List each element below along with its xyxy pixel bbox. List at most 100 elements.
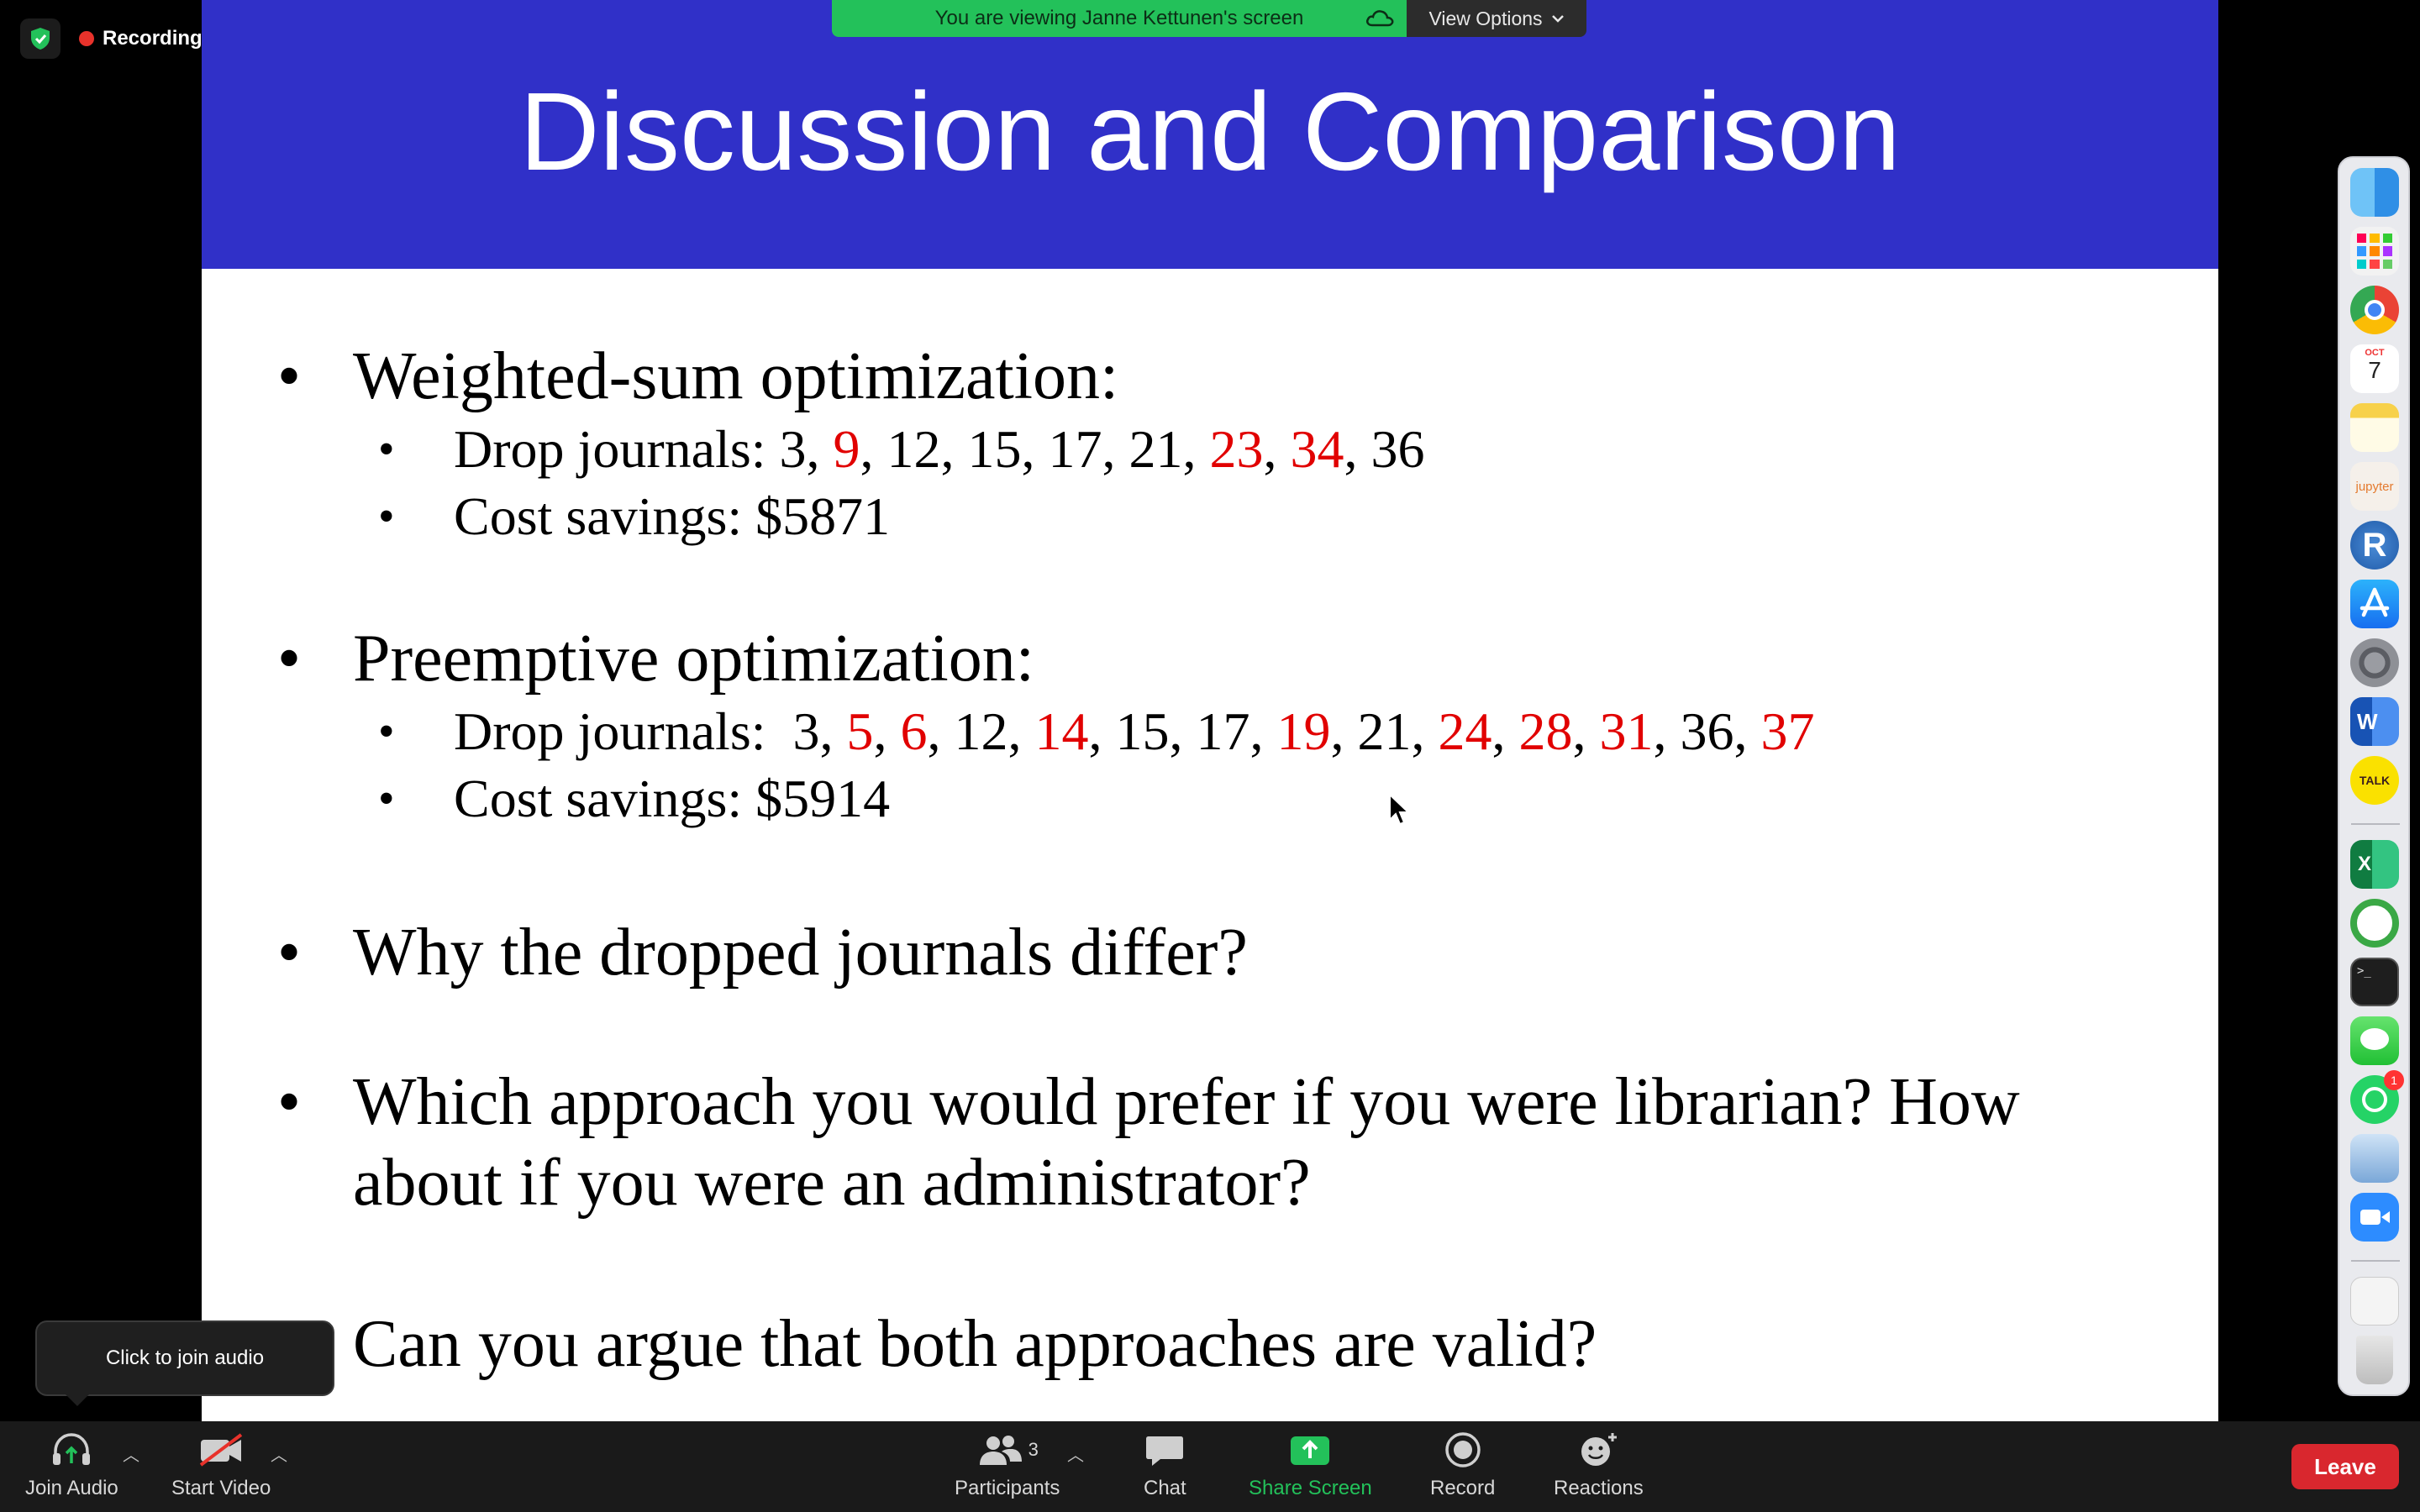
participants-count: 3: [1028, 1439, 1039, 1460]
recording-dot-icon: [79, 31, 94, 46]
join-audio-label: Join Audio: [25, 1477, 118, 1499]
journal-number: 3: [792, 701, 820, 761]
journal-number: 17: [1196, 701, 1250, 761]
journal-number: 31: [1599, 701, 1654, 761]
terminal-icon[interactable]: >_: [2350, 958, 2399, 1006]
journal-number: 19: [1276, 701, 1331, 761]
dock-separator: [2351, 823, 2400, 825]
recording-indicator: Recording: [79, 27, 203, 50]
join-audio-tooltip: Click to join audio: [35, 1320, 334, 1396]
calendar-day: 7: [2368, 357, 2381, 383]
notes-icon[interactable]: [2350, 403, 2399, 452]
kakaotalk-label: TALK: [2359, 774, 2391, 787]
r-icon[interactable]: R: [2350, 521, 2399, 570]
trash-icon[interactable]: [2356, 1336, 2393, 1384]
security-shield-icon[interactable]: [20, 18, 60, 59]
sub-bullet-cost-savings: • Cost savings: $5914: [378, 767, 891, 831]
journal-number: 34: [1290, 419, 1344, 479]
record-icon: [1444, 1432, 1481, 1467]
journal-number: 3: [779, 419, 807, 479]
journal-number: 36: [1680, 701, 1734, 761]
join-audio-button[interactable]: Join Audio: [25, 1431, 118, 1500]
bullet-question-differ: • Why the dropped journals differ?: [277, 912, 1248, 993]
chat-button[interactable]: Chat: [1144, 1431, 1186, 1500]
calendar-month: OCT: [2365, 348, 2385, 358]
sub-bullet-drop-journals: • Drop journals: 3, 9, 12, 15, 17, 21, 2…: [378, 417, 1425, 481]
bullet-icon: •: [277, 622, 302, 696]
bullet-question-prefer: • Which approach you would prefer if you…: [277, 1062, 2020, 1142]
video-off-icon: [199, 1433, 243, 1467]
tooltip-arrow: [66, 1394, 89, 1406]
journal-number: 36: [1370, 419, 1425, 479]
jupyter-icon[interactable]: jupyter: [2350, 462, 2399, 511]
whatsapp-icon[interactable]: 1: [2350, 1070, 2404, 1124]
calendar-icon[interactable]: OCT 7: [2350, 344, 2399, 393]
macos-dock: OCT 7 jupyter R W TALK X >_ 1: [2338, 156, 2410, 1396]
chat-bubble-icon: [1146, 1436, 1184, 1466]
cost-savings-text: Cost savings: $5871: [454, 486, 891, 546]
app-store-icon[interactable]: [2350, 580, 2399, 628]
screen-share-banner: You are viewing Janne Kettunen's screen …: [832, 0, 1586, 37]
share-screen-button[interactable]: Share Screen: [1249, 1431, 1372, 1500]
preview-icon[interactable]: [2350, 1134, 2399, 1183]
drop-journals-label: Drop journals:: [454, 419, 780, 479]
record-button[interactable]: Record: [1430, 1431, 1495, 1500]
audio-options-caret-icon[interactable]: ︿: [123, 1446, 139, 1465]
excel-label: X: [2358, 853, 2372, 875]
word-icon[interactable]: W: [2350, 697, 2399, 746]
excel-icon[interactable]: X: [2350, 840, 2399, 889]
chat-label: Chat: [1144, 1477, 1186, 1499]
journal-number: 23: [1209, 419, 1264, 479]
journal-number: 9: [833, 419, 860, 479]
record-label: Record: [1430, 1477, 1496, 1499]
messages-icon[interactable]: [2350, 1016, 2399, 1065]
start-video-button[interactable]: Start Video: [171, 1431, 271, 1500]
kakaotalk-icon[interactable]: TALK: [2350, 756, 2399, 805]
leave-label: Leave: [2314, 1453, 2376, 1479]
sub-bullet-drop-journals: • Drop journals: 3, 5, 6, 12, 14, 15, 17…: [378, 700, 1815, 764]
bullet-question-valid: • Can you argue that both approaches are…: [277, 1304, 1597, 1384]
cloud-icon: [1365, 10, 1394, 27]
journal-number: 24: [1438, 701, 1492, 761]
chrome-icon[interactable]: [2350, 286, 2399, 334]
chevron-down-icon: [1551, 15, 1564, 23]
view-options-label: View Options: [1428, 7, 1543, 29]
drop-journals-label: Drop journals:: [454, 701, 793, 761]
reactions-button[interactable]: Reactions: [1554, 1431, 1644, 1500]
video-options-caret-icon[interactable]: ︿: [271, 1446, 287, 1465]
sub-bullet-cost-savings: • Cost savings: $5871: [378, 485, 891, 549]
journal-number: 28: [1518, 701, 1573, 761]
system-preferences-icon[interactable]: [2350, 638, 2399, 687]
share-screen-icon: [1291, 1436, 1330, 1465]
journal-number: 15: [1115, 701, 1170, 761]
bullet-icon: •: [378, 773, 395, 825]
bullet-weighted-sum: • Weighted-sum optimization:: [277, 336, 1119, 417]
documents-icon[interactable]: [2350, 1277, 2399, 1326]
journal-number: 12: [954, 701, 1008, 761]
zoom-icon[interactable]: [2350, 1193, 2399, 1242]
bullet-icon: •: [277, 1065, 302, 1139]
whatsapp-badge: 1: [2384, 1070, 2404, 1090]
participants-options-caret-icon[interactable]: ︿: [1067, 1446, 1084, 1465]
share-screen-label: Share Screen: [1249, 1477, 1372, 1499]
shared-screen-slide: Discussion and Comparison • Weighted-sum…: [202, 0, 2218, 1421]
finder-icon[interactable]: [2350, 168, 2399, 217]
view-options-button[interactable]: View Options: [1407, 0, 1586, 37]
bullet-icon: •: [378, 491, 395, 543]
meeting-toolbar: Join Audio ︿ Start Video ︿ 3 Participant…: [0, 1421, 2420, 1512]
participants-button[interactable]: 3 Participants: [955, 1431, 1060, 1500]
terminal-label: >_: [2357, 964, 2371, 978]
meeting-status: Recording: [20, 18, 203, 59]
section-heading: Weighted-sum optimization:: [353, 339, 1119, 413]
journal-number: 12: [886, 419, 941, 479]
journal-list: 3, 5, 6, 12, 14, 15, 17, 19, 21, 24, 28,…: [792, 701, 1815, 761]
cost-savings-text: Cost savings: $5914: [454, 769, 891, 828]
bullet-preemptive: • Preemptive optimization:: [277, 618, 1034, 699]
question-text: Can you argue that both approaches are v…: [353, 1307, 1597, 1381]
leave-button[interactable]: Leave: [2291, 1444, 2399, 1489]
journal-number: 17: [1048, 419, 1102, 479]
launchpad-icon[interactable]: [2350, 227, 2399, 276]
jupyter-label: jupyter: [2355, 479, 2394, 494]
activity-icon[interactable]: [2350, 899, 2399, 948]
journal-number: 21: [1357, 701, 1412, 761]
